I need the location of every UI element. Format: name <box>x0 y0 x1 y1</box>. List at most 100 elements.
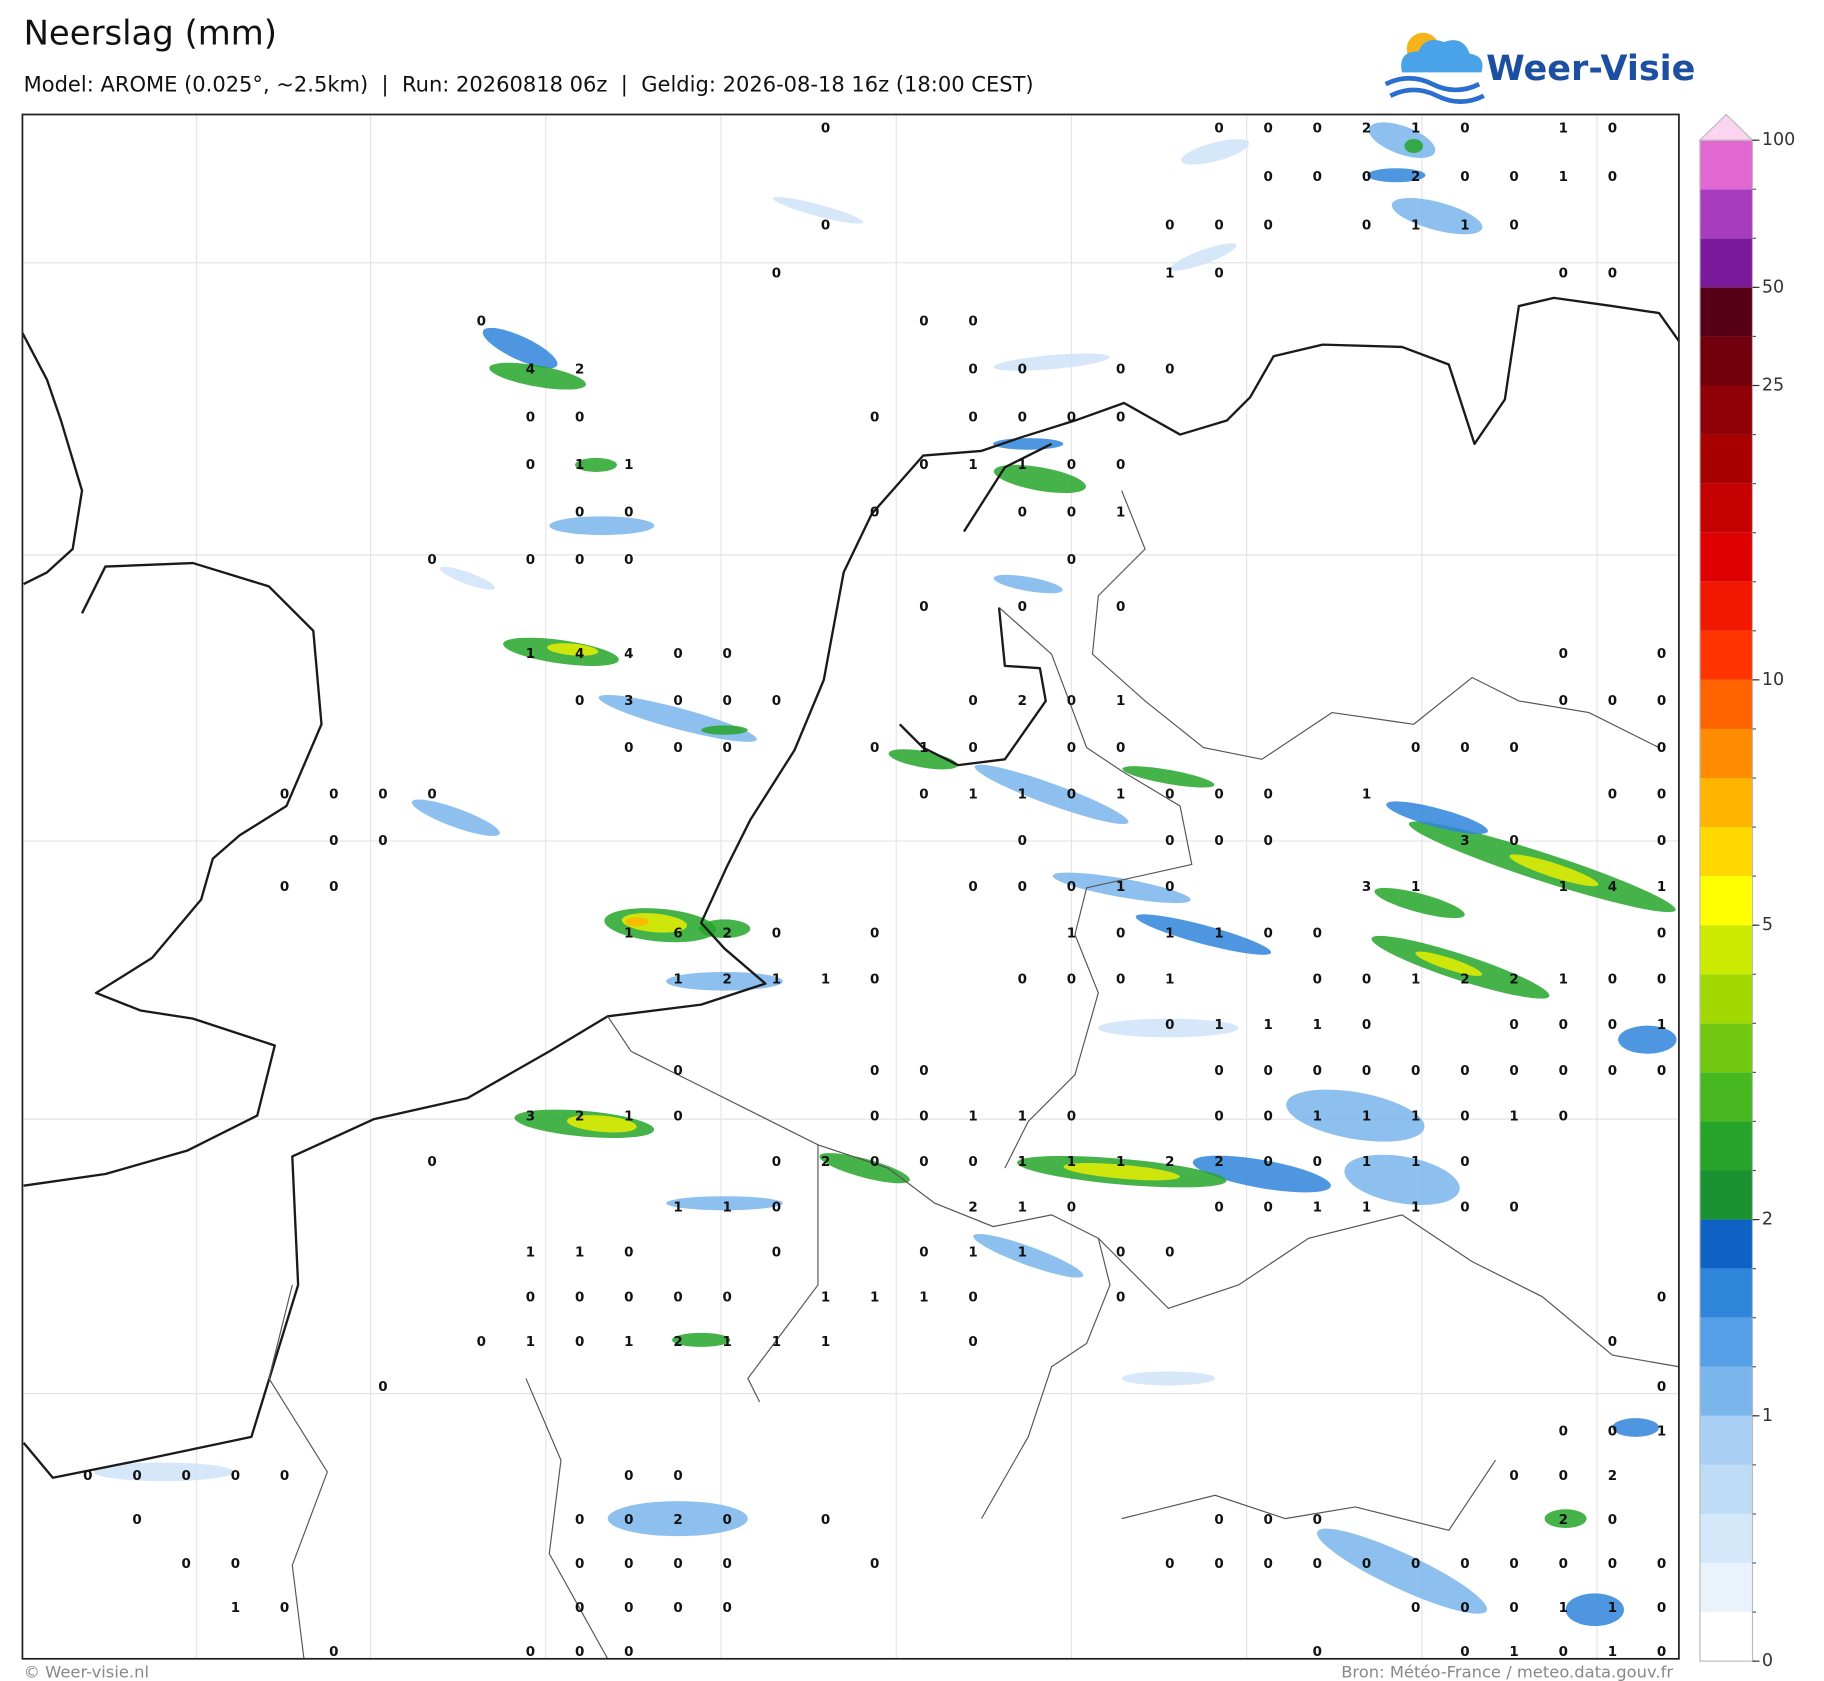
precip-label: 0 <box>378 787 387 802</box>
precip-label: 0 <box>1264 1064 1273 1079</box>
rain-area <box>1098 1018 1239 1038</box>
precip-label: 1 <box>673 972 682 987</box>
precip-label: 0 <box>1067 458 1076 473</box>
map-frame <box>21 113 1680 1660</box>
rain-area <box>93 1462 234 1482</box>
precip-label: 1 <box>1018 787 1027 802</box>
precip-label: 0 <box>1608 694 1617 709</box>
precip-label: 1 <box>624 926 633 941</box>
precip-label: 0 <box>1362 170 1371 185</box>
precip-label: 0 <box>1116 741 1125 756</box>
precip-label: 0 <box>1214 834 1223 849</box>
precip-label: 0 <box>329 787 338 802</box>
precip-label: 0 <box>1509 834 1518 849</box>
rain-area <box>1317 1528 1488 1614</box>
colorbar-tick-label: 100 <box>1762 130 1795 150</box>
precip-label: 0 <box>1067 787 1076 802</box>
precip-label: 0 <box>1214 1557 1223 1572</box>
precip-label: 0 <box>1067 506 1076 521</box>
precip-label: 0 <box>280 787 289 802</box>
precip-label: 2 <box>575 363 584 378</box>
colorbar-segment <box>1699 630 1753 680</box>
precip-label: 1 <box>1313 1018 1322 1033</box>
precip-label: 0 <box>1509 1018 1518 1033</box>
precip-label: 0 <box>1018 410 1027 425</box>
precip-label: 0 <box>1509 1200 1518 1215</box>
precip-label: 0 <box>1460 741 1469 756</box>
precip-label: 0 <box>1214 1110 1223 1125</box>
precip-label: 0 <box>1018 880 1027 895</box>
rain-area <box>1374 887 1465 919</box>
precip-label: 1 <box>1559 972 1568 987</box>
precip-label: 0 <box>83 1469 92 1484</box>
rain-area <box>973 1233 1084 1278</box>
precip-label: 0 <box>1116 926 1125 941</box>
precip-label: 0 <box>870 410 879 425</box>
precip-label: 2 <box>1018 694 1027 709</box>
precip-label: 0 <box>723 741 732 756</box>
precip-label: 1 <box>968 458 977 473</box>
colorbar-frame <box>1699 139 1754 1662</box>
precip-label: 0 <box>723 647 732 662</box>
precip-label: 1 <box>772 972 781 987</box>
precip-label: 0 <box>575 1290 584 1305</box>
precip-label: 2 <box>673 1335 682 1350</box>
rain-area <box>671 1332 731 1347</box>
precip-label: 0 <box>1657 741 1666 756</box>
precip-label: 0 <box>1313 1557 1322 1572</box>
precip-label: 0 <box>1264 1155 1273 1170</box>
rain-area <box>1509 854 1599 887</box>
precip-label: 1 <box>821 972 830 987</box>
colorbar-segment <box>1699 1464 1753 1514</box>
precip-label: 0 <box>968 741 977 756</box>
precip-label: 0 <box>1313 170 1322 185</box>
colorbar-segment <box>1699 1415 1753 1465</box>
rain-area <box>574 457 618 472</box>
colorbar-tick-label: 2 <box>1762 1210 1773 1230</box>
precip-label: 0 <box>723 1601 732 1616</box>
precip-label: 0 <box>1165 218 1174 233</box>
precip-label: 1 <box>1116 506 1125 521</box>
precip-label: 1 <box>231 1601 240 1616</box>
rain-area <box>566 1115 637 1133</box>
rain-area <box>1122 766 1215 788</box>
precip-label: 0 <box>1460 1645 1469 1660</box>
precip-label: 0 <box>723 1513 732 1528</box>
precip-label: 0 <box>1067 741 1076 756</box>
precip-label: 0 <box>624 1645 633 1660</box>
precip-label: 0 <box>526 553 535 568</box>
rain-area <box>1135 914 1272 955</box>
precip-label: 0 <box>1460 1557 1469 1572</box>
precip-label: 0 <box>723 1290 732 1305</box>
precip-label: 0 <box>1116 458 1125 473</box>
precip-label: 4 <box>575 647 584 662</box>
precip-label: 0 <box>821 121 830 136</box>
precip-label: 0 <box>1608 1335 1617 1350</box>
precip-label: 0 <box>575 694 584 709</box>
rain-area <box>666 971 783 991</box>
precip-label: 0 <box>1067 553 1076 568</box>
precip-label: 1 <box>526 1335 535 1350</box>
colorbar-segment <box>1699 434 1753 484</box>
precip-label: 1 <box>1411 218 1420 233</box>
precip-label: 2 <box>723 926 732 941</box>
precip-label: 0 <box>1165 1018 1174 1033</box>
precip-label: 0 <box>673 1601 682 1616</box>
rain-area <box>1052 872 1191 904</box>
precip-label: 1 <box>1362 1155 1371 1170</box>
precip-label: 0 <box>1657 694 1666 709</box>
precip-label: 1 <box>1411 121 1420 136</box>
precip-label: 1 <box>772 1335 781 1350</box>
precip-label: 0 <box>1411 1557 1420 1572</box>
colorbar-segment <box>1699 581 1753 631</box>
precip-label: 0 <box>477 1335 486 1350</box>
precip-label: 0 <box>1214 267 1223 282</box>
precip-label: 0 <box>1165 1557 1174 1572</box>
precip-label: 0 <box>919 1155 928 1170</box>
colorbar-segment <box>1699 287 1753 337</box>
precip-label: 0 <box>1411 741 1420 756</box>
precip-label: 0 <box>1657 834 1666 849</box>
precip-label: 0 <box>1264 121 1273 136</box>
precip-label: 0 <box>772 1200 781 1215</box>
precip-label: 0 <box>182 1557 191 1572</box>
